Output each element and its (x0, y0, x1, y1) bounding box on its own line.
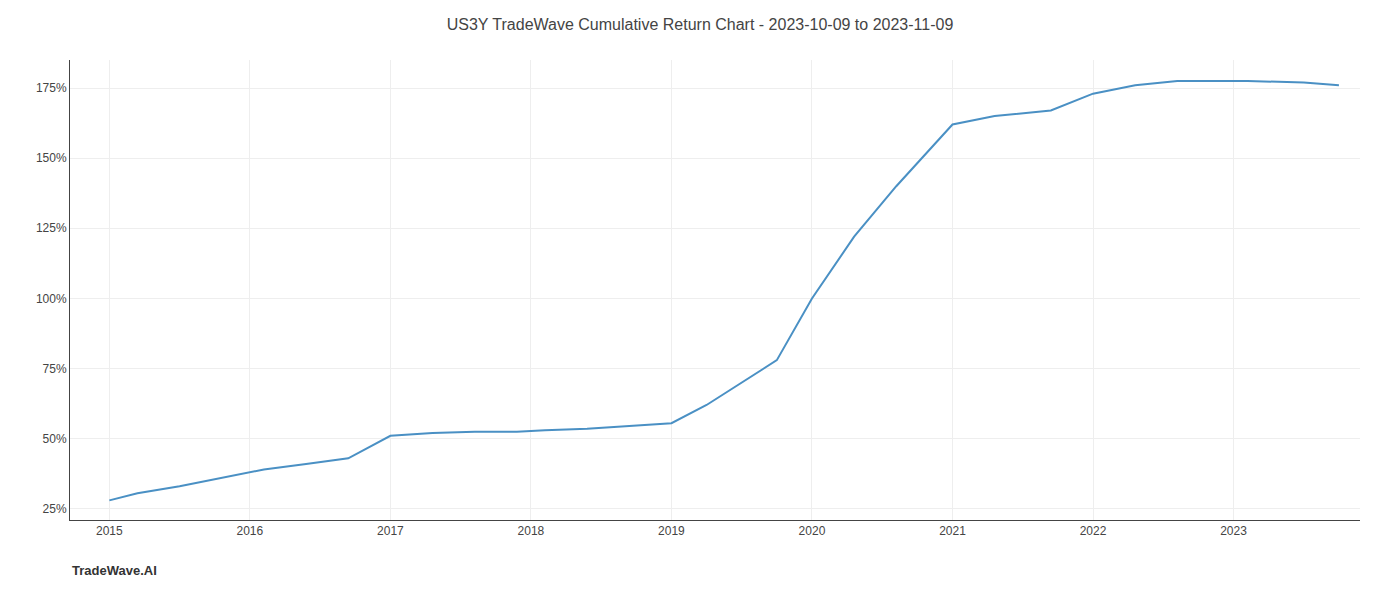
svg-text:2016: 2016 (237, 524, 264, 538)
svg-text:50%: 50% (43, 432, 67, 446)
svg-text:TradeWave.AI: TradeWave.AI (72, 563, 157, 578)
svg-text:US3Y TradeWave Cumulative Retu: US3Y TradeWave Cumulative Return Chart -… (447, 16, 954, 33)
svg-text:150%: 150% (36, 151, 67, 165)
svg-text:100%: 100% (36, 292, 67, 306)
svg-text:175%: 175% (36, 81, 67, 95)
svg-text:2015: 2015 (96, 524, 123, 538)
svg-text:2022: 2022 (1080, 524, 1107, 538)
svg-text:125%: 125% (36, 221, 67, 235)
svg-text:2017: 2017 (377, 524, 404, 538)
svg-text:75%: 75% (43, 362, 67, 376)
svg-text:2018: 2018 (518, 524, 545, 538)
svg-text:2023: 2023 (1220, 524, 1247, 538)
svg-text:2019: 2019 (658, 524, 685, 538)
svg-text:2021: 2021 (939, 524, 966, 538)
svg-text:25%: 25% (43, 502, 67, 516)
svg-text:2020: 2020 (799, 524, 826, 538)
